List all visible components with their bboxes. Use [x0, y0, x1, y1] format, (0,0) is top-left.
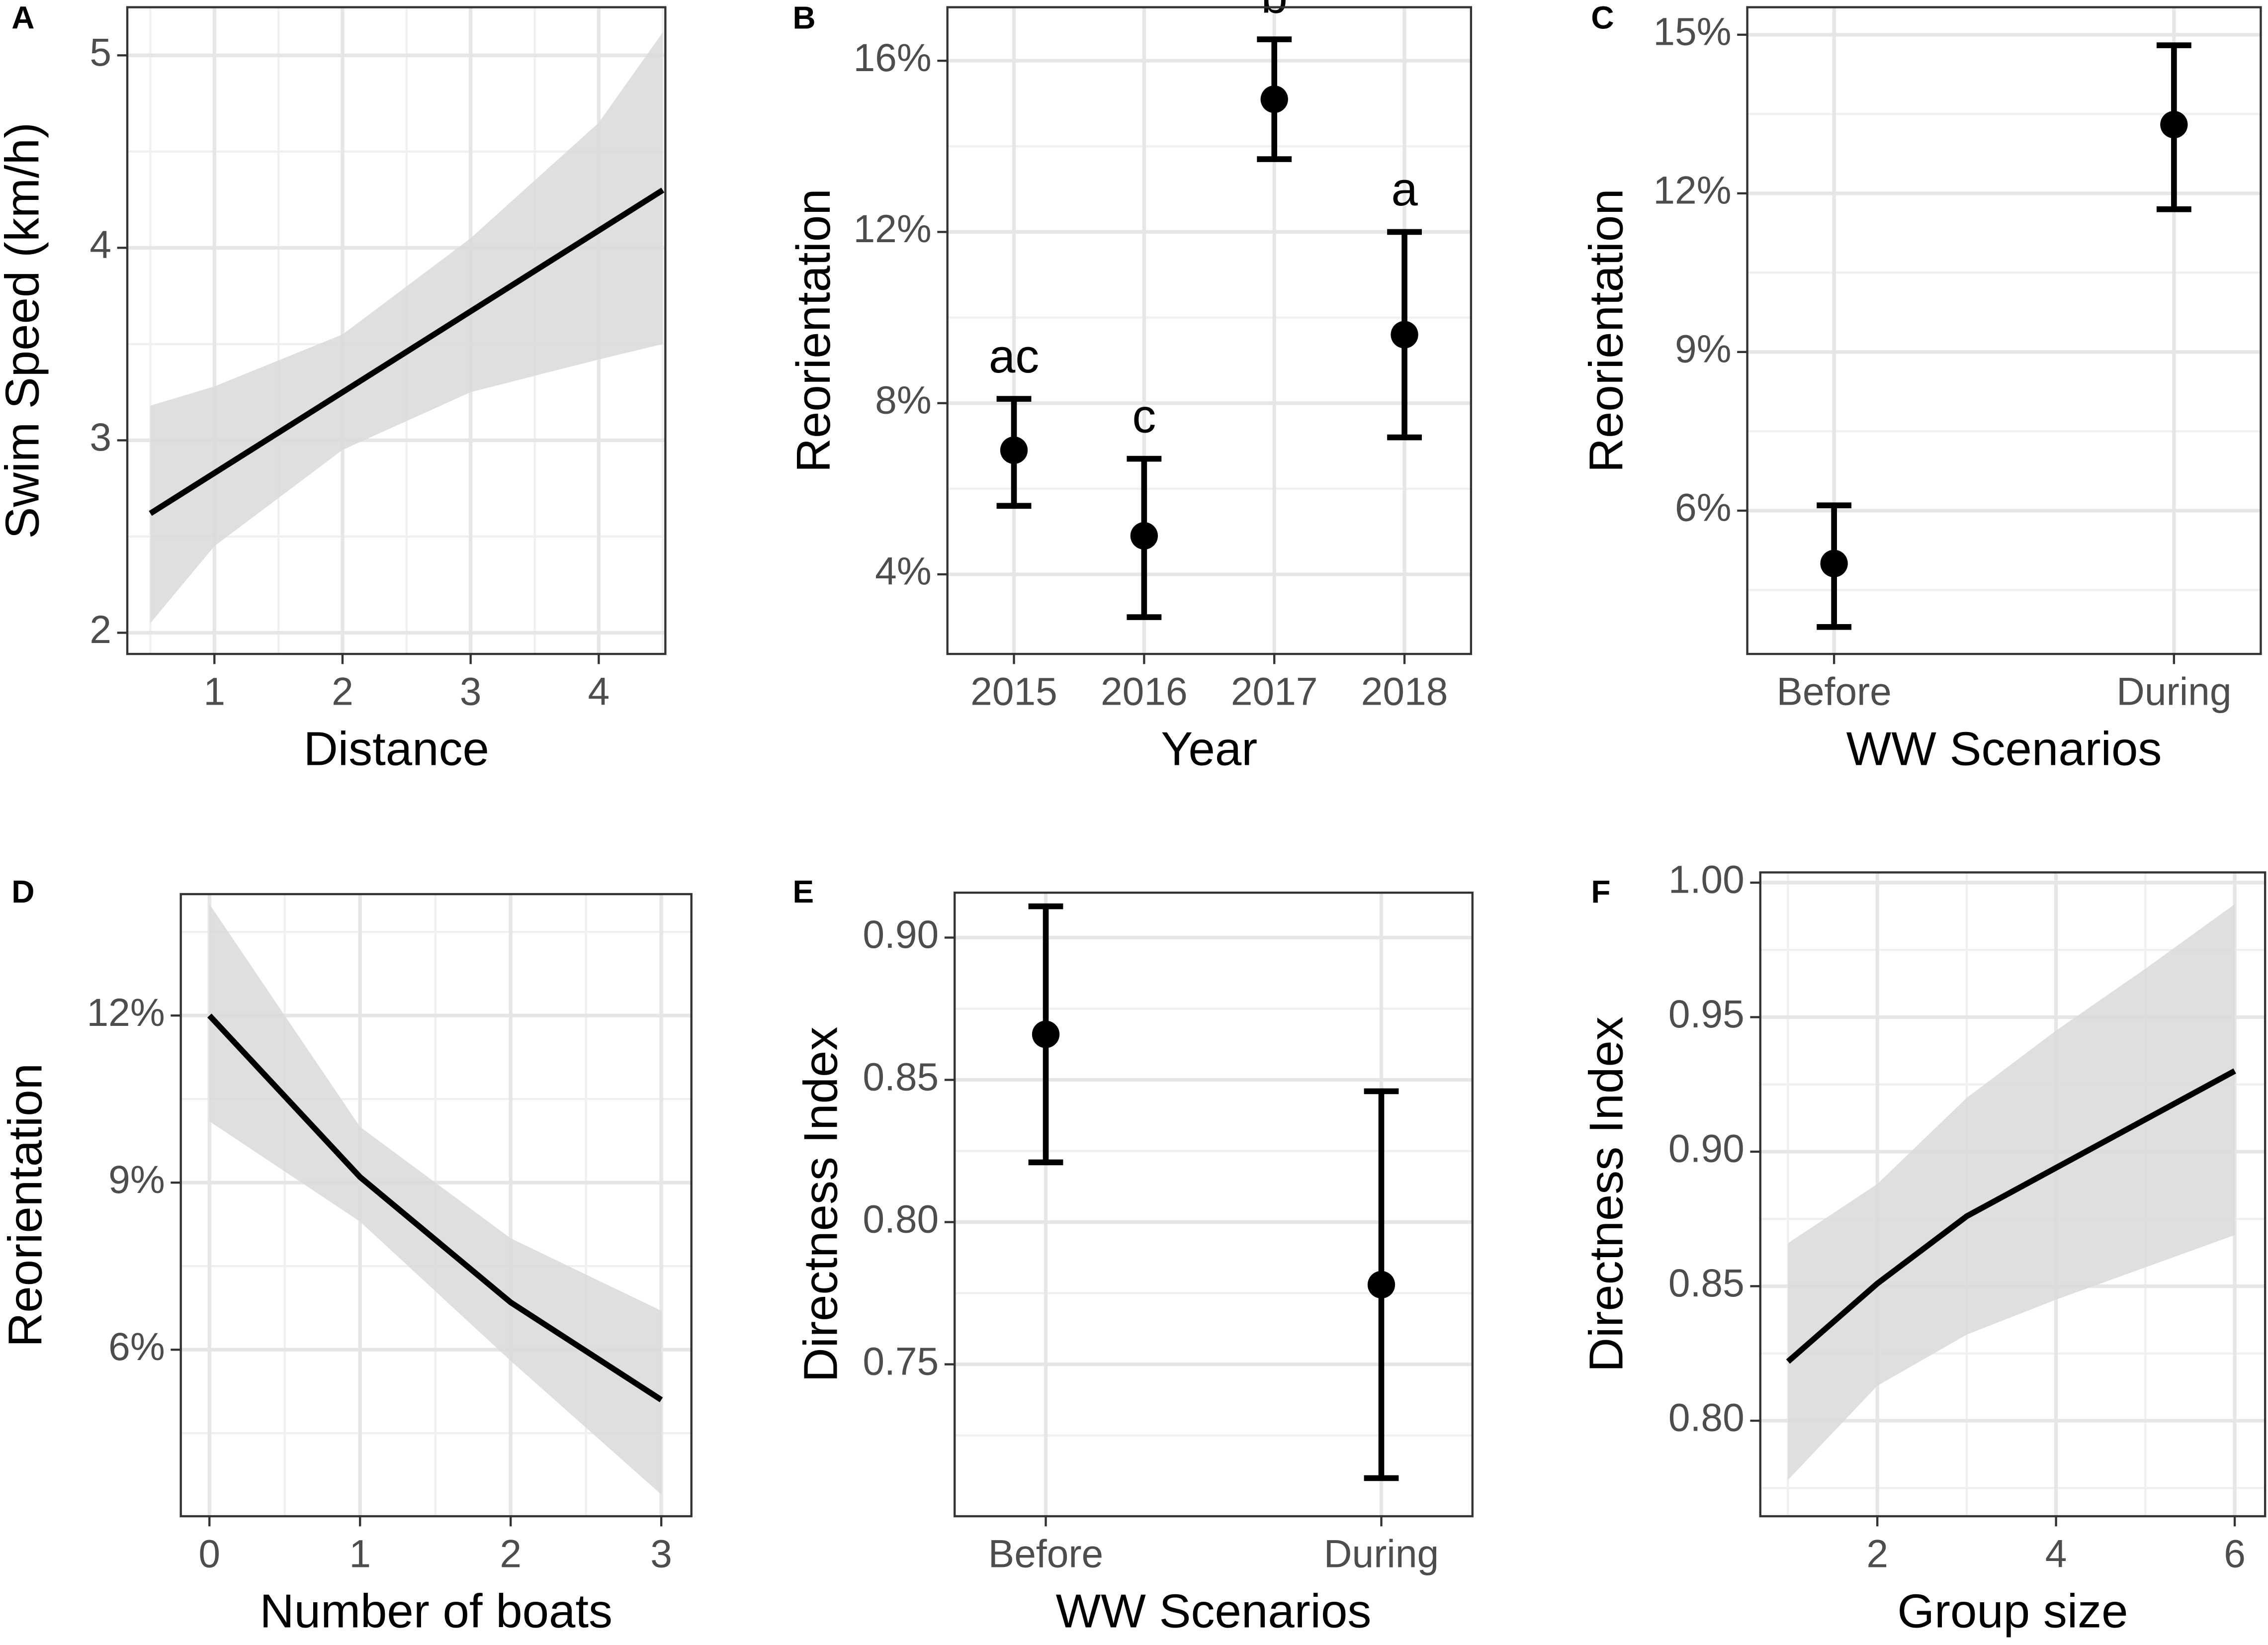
panel-label: E — [792, 874, 814, 910]
panel-label: A — [11, 0, 34, 36]
panel-border — [1746, 6, 2262, 655]
panel-border — [126, 6, 667, 655]
x-axis-title: Year — [1161, 722, 1257, 775]
x-tick-label: 6 — [2224, 1532, 2246, 1575]
point — [1391, 321, 1418, 349]
annotation: c — [1132, 389, 1156, 443]
x-axis-title: Group size — [1897, 1584, 2128, 1638]
panel-border — [179, 893, 693, 1518]
x-tick-label: 2 — [332, 669, 353, 713]
x-axis-title: WW Scenarios — [1846, 722, 2162, 775]
x-tick-label: 2 — [500, 1532, 522, 1575]
x-tick-label: Before — [988, 1532, 1103, 1575]
annotation: b — [1261, 0, 1288, 23]
x-tick-label: 2015 — [970, 669, 1057, 713]
x-tick-label: 2017 — [1231, 669, 1318, 713]
point — [1820, 549, 1848, 577]
y-tick-label: 0.80 — [863, 1197, 939, 1241]
y-tick-label: 15% — [1653, 10, 1731, 54]
panel: 4% 8% 12% 16% 2015 2016 2017 2018 ac c b a B Year Reor… — [787, 0, 1473, 775]
annotation: a — [1391, 163, 1418, 216]
y-tick-label: 1.00 — [1668, 858, 1745, 902]
panel-label: F — [1591, 874, 1610, 910]
x-tick-label: 3 — [650, 1532, 672, 1575]
y-tick-label: 0.95 — [1668, 992, 1745, 1036]
x-tick-label: 4 — [588, 669, 610, 713]
y-tick-label: 4% — [875, 549, 932, 593]
panel-label: D — [11, 874, 34, 910]
y-tick-label: 12% — [853, 207, 931, 251]
trend-line — [207, 1013, 663, 1402]
x-tick-label: 1 — [349, 1532, 371, 1575]
y-axis-title: Directness Index — [1580, 1016, 1633, 1372]
x-tick-label: During — [2116, 669, 2231, 713]
y-axis-title: Reorientation — [0, 1063, 52, 1347]
point — [1000, 436, 1028, 464]
y-axis-title: Directness Index — [794, 1027, 848, 1382]
y-tick-label: 0.75 — [863, 1339, 939, 1383]
y-tick-label: 3 — [89, 415, 111, 459]
x-axis-title: Distance — [303, 722, 489, 775]
point — [1032, 1020, 1060, 1048]
panel: 6% 9% 12% 0 1 2 3 D Number of boats Reorientation — [0, 874, 693, 1638]
x-tick-label: 4 — [2045, 1532, 2067, 1575]
y-tick-label: 16% — [853, 36, 931, 80]
y-tick-label: 9% — [1675, 327, 1732, 371]
trend-line — [1786, 1068, 2236, 1364]
panel-label: B — [792, 0, 815, 36]
confidence-band — [209, 904, 662, 1495]
point — [1130, 522, 1158, 550]
y-tick-label: 6% — [108, 1325, 165, 1369]
y-axis-title: Reorientation — [1580, 188, 1633, 472]
point — [1260, 85, 1288, 113]
x-tick-label: 2016 — [1101, 669, 1188, 713]
y-tick-label: 8% — [875, 378, 932, 422]
x-tick-label: 0 — [198, 1532, 220, 1575]
panel: 2 3 4 5 1 2 3 4 A Distance Swim Speed (km/h) — [0, 0, 667, 775]
y-tick-label: 0.80 — [1668, 1396, 1745, 1440]
y-tick-label: 5 — [89, 30, 111, 74]
x-axis-title: Number of boats — [260, 1584, 612, 1638]
y-tick-label: 0.85 — [863, 1055, 939, 1098]
y-tick-label: 4 — [89, 223, 111, 267]
x-tick-label: 2 — [1866, 1532, 1888, 1575]
y-tick-label: 12% — [1653, 169, 1731, 212]
panel-border — [1759, 871, 2267, 1518]
x-axis-title: WW Scenarios — [1056, 1584, 1372, 1638]
point — [2160, 110, 2188, 139]
panel: 0.80 0.85 0.90 0.95 1.00 2 4 6 F Group size Direct… — [1580, 858, 2267, 1638]
y-tick-label: 6% — [1675, 486, 1732, 530]
x-tick-label: 3 — [460, 669, 482, 713]
panel: 0.75 0.80 0.85 0.90 Before During E WW Scenario… — [792, 874, 1474, 1638]
x-tick-label: 1 — [203, 669, 225, 713]
panel: 6% 9% 12% 15% Before During C WW Scenarios Reori… — [1580, 0, 2262, 775]
y-axis-title: Swim Speed (km/h) — [0, 122, 49, 539]
panel-border — [954, 891, 1474, 1518]
y-tick-label: 12% — [87, 991, 165, 1034]
trend-line — [149, 187, 665, 516]
x-tick-label: Before — [1776, 669, 1891, 713]
panel-label: C — [1591, 0, 1614, 36]
annotation: ac — [989, 330, 1039, 383]
y-tick-label: 0.90 — [863, 913, 939, 956]
y-axis-title: Reorientation — [787, 188, 840, 472]
y-tick-label: 9% — [108, 1158, 165, 1201]
y-tick-label: 0.85 — [1668, 1261, 1745, 1305]
y-tick-label: 2 — [89, 608, 111, 651]
y-tick-label: 0.90 — [1668, 1127, 1745, 1171]
point — [1367, 1271, 1396, 1299]
panel-border — [946, 6, 1473, 655]
x-tick-label: 2018 — [1361, 669, 1448, 713]
x-tick-label: During — [1324, 1532, 1439, 1575]
confidence-band — [150, 32, 663, 624]
